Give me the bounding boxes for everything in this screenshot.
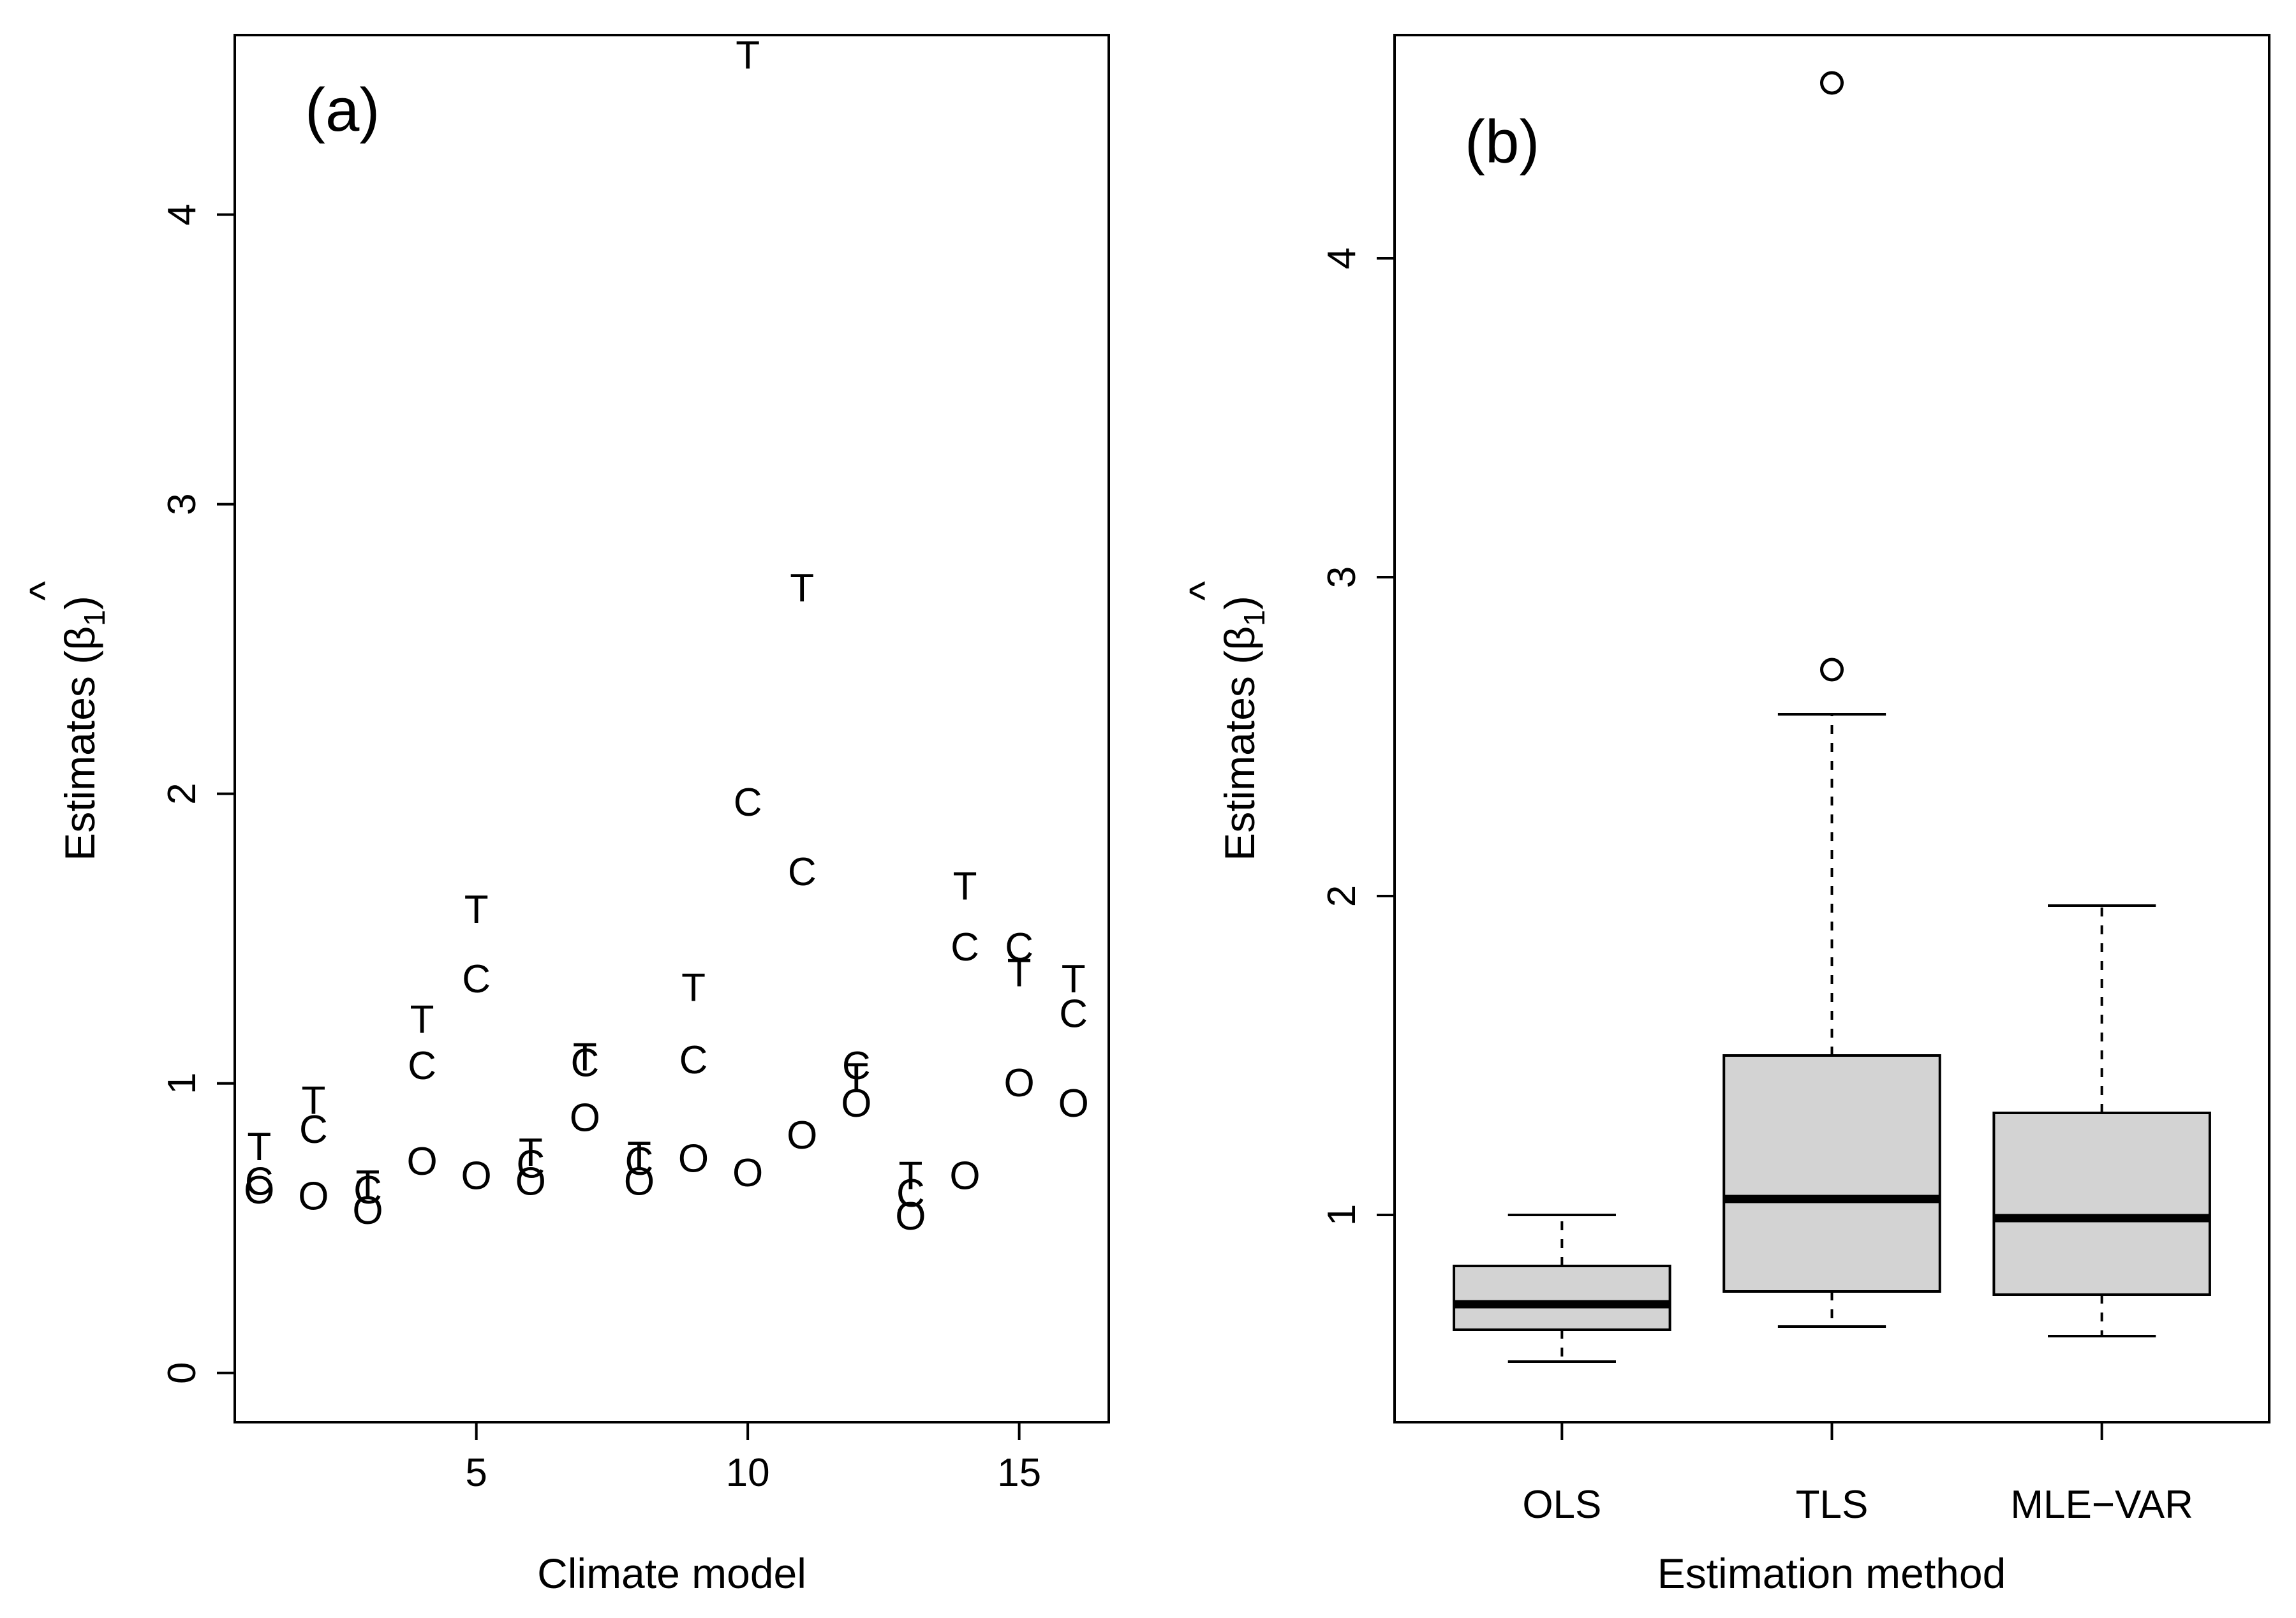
y-tick-label: 3 (1320, 566, 1364, 588)
point-o: O (515, 1160, 546, 1204)
point-o: O (787, 1114, 817, 1158)
boxplot-tls (1722, 71, 1941, 1328)
y-tick-label: 0 (160, 1362, 204, 1384)
svg-text:Estimates (β1): Estimates (β1) (56, 596, 111, 861)
y-axis-hat-b: ^ (1180, 581, 1227, 601)
y-axis-symbol-b: β (1216, 626, 1263, 651)
point-t: T (410, 997, 434, 1041)
point-t: T (844, 1055, 868, 1100)
y-tick-label: 1 (1320, 1204, 1364, 1226)
x-axis-a: 5 10 15 (465, 1422, 1041, 1495)
svg-text:Estimates (β1): Estimates (β1) (1216, 596, 1271, 861)
y-axis-subscript-b: 1 (1238, 610, 1271, 626)
point-c: C (679, 1038, 708, 1082)
point-o: O (678, 1136, 709, 1180)
y-axis-title-a: Estimates (β1) ^ (20, 581, 111, 861)
x-axis-b: OLS TLS MLE−VAR (1522, 1422, 2193, 1527)
outlier-point (1820, 658, 1844, 682)
point-o: O (406, 1140, 437, 1184)
point-t: T (736, 33, 760, 77)
point-c: C (462, 957, 491, 1001)
y-tick-label: 4 (1320, 247, 1364, 269)
point-t: T (247, 1125, 271, 1169)
point-o: O (949, 1154, 980, 1198)
plot-frame-a (233, 34, 1110, 1423)
iqr-box (1992, 1112, 2211, 1296)
point-c: C (245, 1160, 274, 1204)
x-tick-label: MLE−VAR (2010, 1483, 2193, 1527)
y-tick-label: 2 (1320, 885, 1364, 907)
x-axis-title-b: Estimation method (1657, 1550, 2006, 1597)
y-axis-hat-a: ^ (20, 581, 68, 601)
y-axis-title-text-a: Estimates (56, 676, 103, 861)
boxplot-mle-var (1992, 904, 2211, 1337)
point-o: O (1004, 1061, 1034, 1105)
point-c: C (570, 1041, 599, 1085)
panel-label-b: (b) (1465, 108, 1539, 176)
point-o: O (1058, 1082, 1089, 1126)
point-c: C (1059, 992, 1088, 1036)
point-o: O (841, 1082, 871, 1126)
point-c: C (353, 1168, 382, 1212)
x-tick-label: 5 (465, 1451, 487, 1495)
iqr-box (1722, 1054, 1941, 1293)
y-tick-label: 2 (160, 783, 204, 804)
x-tick-label: 10 (726, 1451, 770, 1495)
point-t: T (573, 1035, 597, 1079)
y-axis-symbol-a: β (56, 626, 103, 651)
point-o: O (624, 1160, 655, 1204)
y-axis-b: 1 2 3 4 (1320, 247, 1395, 1226)
point-t: T (898, 1154, 922, 1198)
point-c: C (516, 1142, 545, 1186)
point-c: C (625, 1140, 654, 1184)
point-o: O (461, 1154, 492, 1198)
point-t: T (301, 1078, 325, 1122)
iqr-box (1453, 1265, 1671, 1331)
point-o: O (352, 1189, 383, 1233)
point-t: T (1007, 952, 1032, 996)
x-tick-label: TLS (1796, 1483, 1869, 1527)
point-o: O (244, 1168, 274, 1212)
panel-label-a: (a) (305, 76, 380, 144)
point-o: O (570, 1096, 600, 1140)
boxplot-ols (1453, 1214, 1671, 1363)
point-t: T (464, 888, 489, 932)
x-tick-label: OLS (1522, 1483, 1601, 1527)
point-c: C (842, 1044, 871, 1088)
y-axis-a: 0 1 2 3 4 (160, 203, 235, 1384)
point-t: T (356, 1163, 380, 1207)
point-o: O (732, 1151, 763, 1195)
point-t: T (790, 566, 814, 610)
y-tick-label: 1 (160, 1072, 204, 1094)
point-t: T (953, 864, 977, 908)
x-tick-label: 15 (997, 1451, 1041, 1495)
point-c: C (788, 850, 817, 894)
point-t: T (681, 966, 706, 1010)
point-t: T (627, 1134, 651, 1178)
point-t: T (1062, 957, 1086, 1001)
y-tick-label: 3 (160, 493, 204, 515)
boxplot-panel: (b) 1 2 3 4 OLS TLS MLE−VAR Estimation method… (1180, 34, 2270, 1597)
point-t: T (519, 1131, 543, 1175)
y-tick-label: 4 (160, 203, 204, 225)
outlier-point (1820, 71, 1844, 95)
point-o: O (895, 1195, 926, 1239)
point-c: C (1005, 925, 1033, 969)
y-axis-title-text-b: Estimates (1216, 676, 1263, 861)
boxplots (1453, 71, 2211, 1363)
point-c: C (734, 781, 762, 825)
point-o: O (298, 1174, 329, 1218)
y-axis-subscript-a: 1 (78, 610, 111, 626)
point-c: C (896, 1172, 925, 1216)
y-axis-title-b: Estimates (β1) ^ (1180, 581, 1271, 861)
point-c: C (951, 925, 979, 969)
point-c: C (299, 1108, 328, 1152)
x-axis-title-a: Climate model (537, 1550, 806, 1597)
point-c: C (408, 1044, 436, 1088)
